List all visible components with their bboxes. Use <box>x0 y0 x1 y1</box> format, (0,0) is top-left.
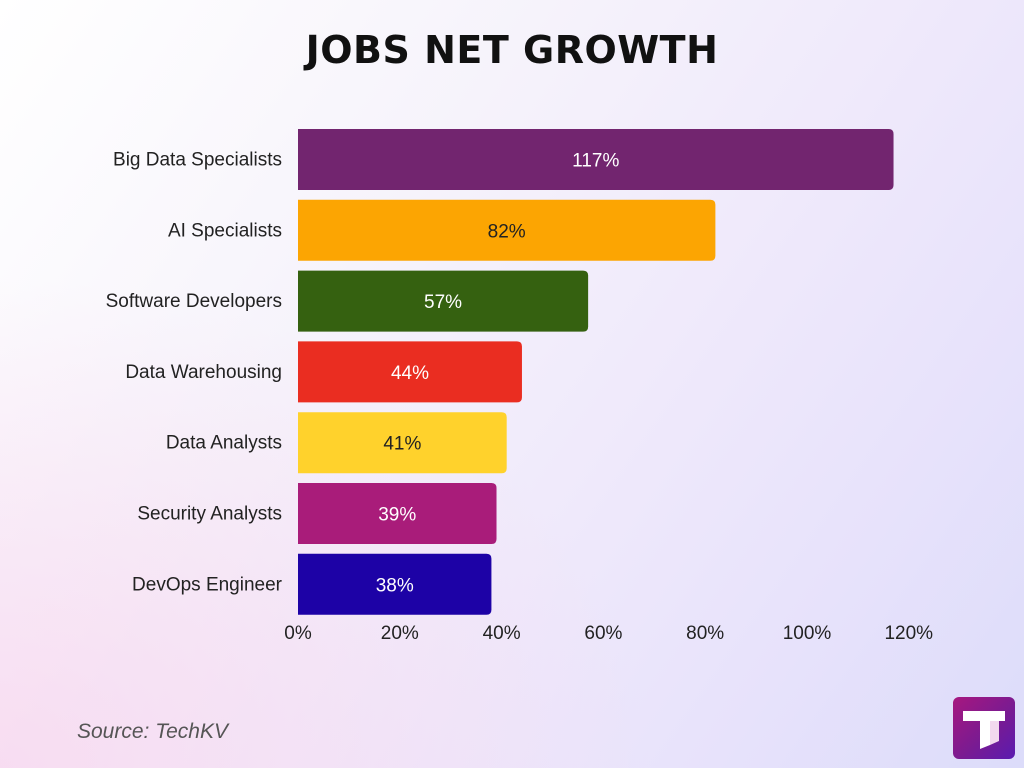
bar-security-analysts <box>298 483 497 544</box>
data-label: 57% <box>424 292 462 313</box>
category-label: Security Analysts <box>137 504 282 525</box>
t-glyph-icon <box>963 711 1005 749</box>
x-tick-label: 20% <box>381 623 419 644</box>
data-label: 82% <box>488 221 526 242</box>
bar-chart: 117% Big Data Specialists 82% AI Specialist… <box>106 129 933 644</box>
x-tick-label: 40% <box>483 623 521 644</box>
data-label: 44% <box>391 363 429 384</box>
x-tick-label: 80% <box>686 623 724 644</box>
x-tick-label: 120% <box>884 623 933 644</box>
bar-software-developers <box>298 270 589 332</box>
bar-ai-specialists <box>298 199 716 261</box>
data-label: 39% <box>378 505 416 526</box>
category-label: AI Specialists <box>168 220 282 241</box>
x-tick-label: 100% <box>783 623 832 644</box>
x-tick-label: 0% <box>284 623 312 644</box>
data-label: 38% <box>376 575 414 596</box>
data-label: 41% <box>383 434 421 455</box>
source-caption: Source: TechKV <box>77 720 228 743</box>
bar-data-warehousing <box>298 341 522 403</box>
bar-devops-engineer <box>298 553 492 615</box>
bar-data-analysts <box>298 412 507 474</box>
category-label: Data Analysts <box>166 433 282 454</box>
x-tick-label: 60% <box>584 623 622 644</box>
category-label: Software Developers <box>106 291 282 312</box>
data-label: 117% <box>572 151 619 172</box>
bar-big-data-specialists <box>298 129 894 190</box>
category-label: Data Warehousing <box>125 362 282 383</box>
techkv-logo-icon <box>953 697 1015 759</box>
category-label: DevOps Engineer <box>132 574 283 595</box>
chart-title: JOBS NET GROWTH <box>305 28 719 72</box>
category-label: Big Data Specialists <box>113 150 282 171</box>
